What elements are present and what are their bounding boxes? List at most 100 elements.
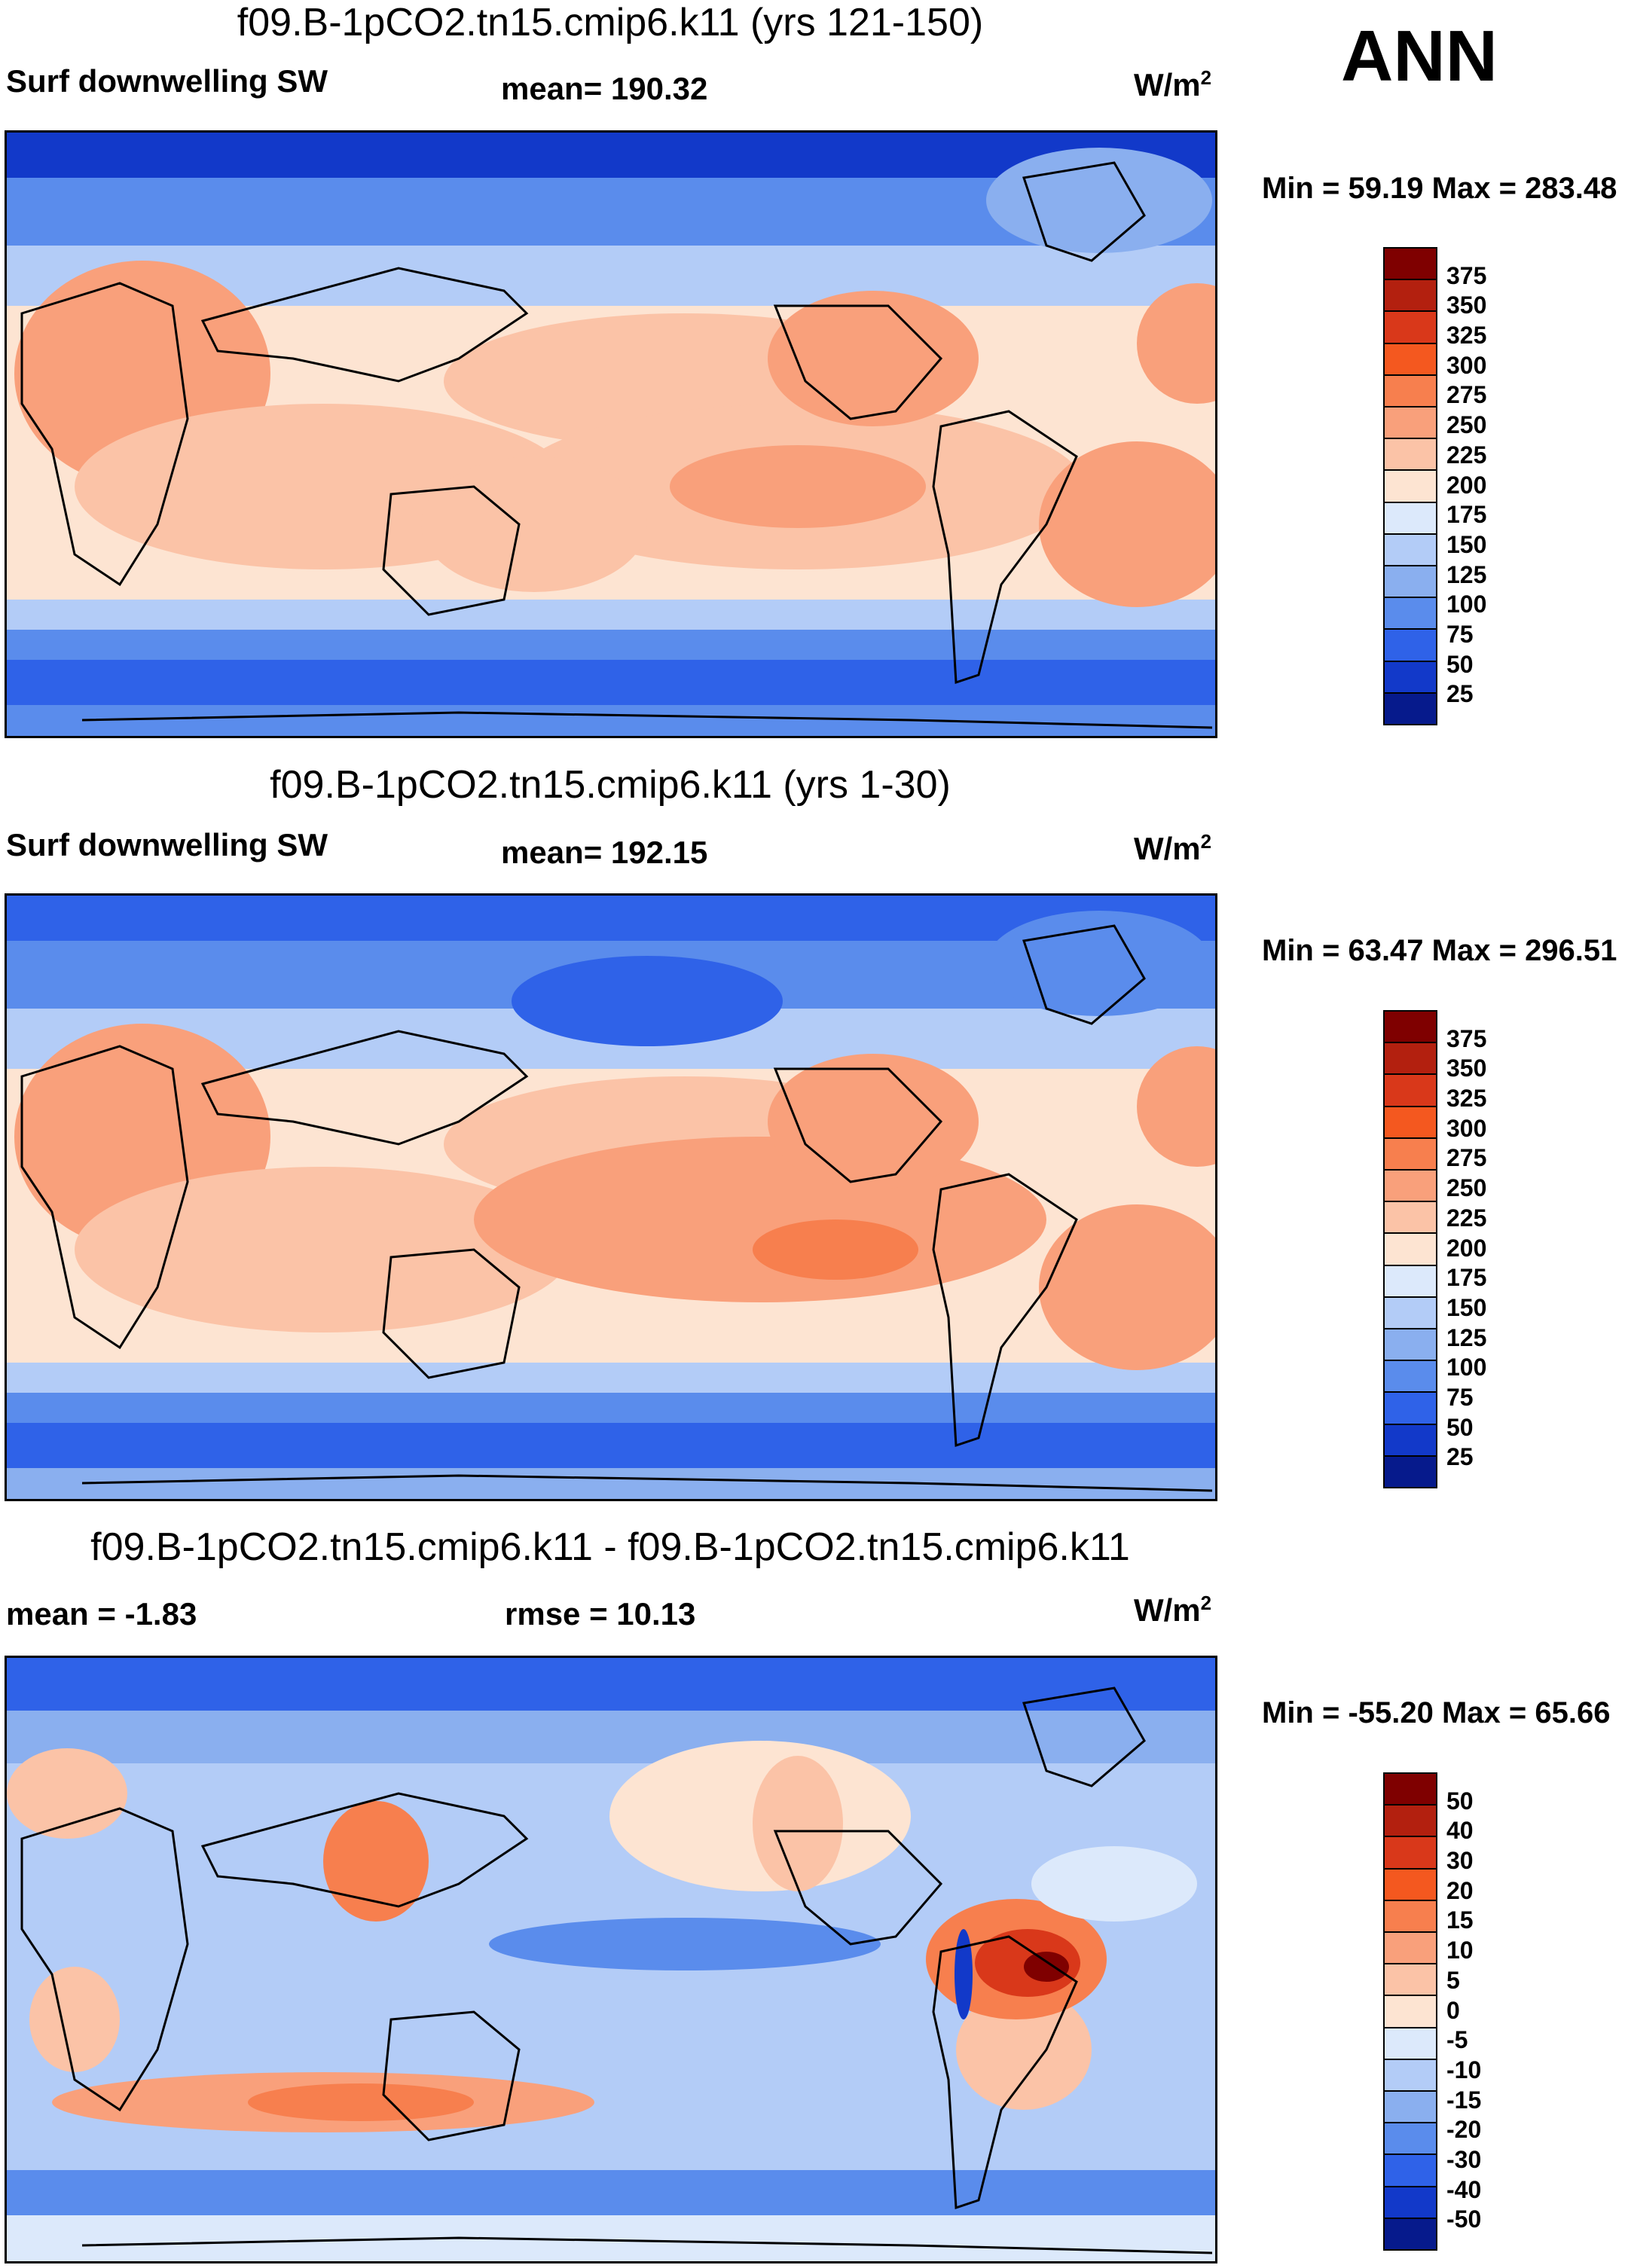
panel-3-units: W/m2 bbox=[1134, 1592, 1212, 1628]
colorbar-box bbox=[1385, 408, 1436, 440]
colorbar-box bbox=[1385, 693, 1436, 725]
colorbar-tick-label: -5 bbox=[1446, 2026, 1468, 2054]
colorbar-box bbox=[1385, 1107, 1436, 1139]
panel-1-map-svg bbox=[7, 133, 1215, 736]
colorbar-box bbox=[1385, 1043, 1436, 1076]
colorbar-tick-label: 5 bbox=[1446, 1966, 1460, 1994]
colorbar-box bbox=[1385, 1456, 1436, 1488]
colorbar-tick-label: 325 bbox=[1446, 1085, 1487, 1113]
colorbar-tick-label: -20 bbox=[1446, 2116, 1482, 2144]
panel-1-units: W/m2 bbox=[1134, 66, 1212, 102]
colorbar-tick-label: 25 bbox=[1446, 680, 1474, 708]
colorbar-tick-label: 100 bbox=[1446, 591, 1487, 618]
colorbar-box bbox=[1385, 1265, 1436, 1298]
colorbar-box bbox=[1385, 598, 1436, 630]
colorbar-tick-label: 150 bbox=[1446, 1293, 1487, 1321]
panel-3-map-svg bbox=[7, 1658, 1215, 2261]
colorbar-tick-label: 300 bbox=[1446, 1114, 1487, 1142]
colorbar-tick-label: -10 bbox=[1446, 2056, 1482, 2083]
colorbar-tick-label: 200 bbox=[1446, 471, 1487, 499]
colorbar-tick-label: 125 bbox=[1446, 1323, 1487, 1351]
colorbar-box bbox=[1385, 1996, 1436, 2028]
colorbar-tick-label: 0 bbox=[1446, 1996, 1460, 2024]
colorbar-tick-label: 20 bbox=[1446, 1876, 1474, 1904]
colorbar-box bbox=[1385, 1138, 1436, 1171]
colorbar-tick-label: 325 bbox=[1446, 322, 1487, 350]
colorbar-tick-label: 350 bbox=[1446, 292, 1487, 319]
colorbar-tick-label: 30 bbox=[1446, 1847, 1474, 1875]
colorbar-tick-label: 15 bbox=[1446, 1906, 1474, 1934]
panel-2-title: f09.B-1pCO2.tn15.cmip6.k11 (yrs 1-30) bbox=[270, 763, 951, 807]
colorbar-box bbox=[1385, 661, 1436, 694]
panel-1-map bbox=[5, 130, 1217, 738]
colorbar-tick-label: 225 bbox=[1446, 1204, 1487, 1232]
colorbar-box bbox=[1385, 2059, 1436, 2092]
colorbar-box bbox=[1385, 630, 1436, 662]
colorbar-box bbox=[1385, 1964, 1436, 1997]
panel-1-minmax: Min = 59.19 Max = 283.48 bbox=[1262, 172, 1617, 205]
colorbar-box bbox=[1385, 534, 1436, 567]
panel-3-minmax: Min = -55.20 Max = 65.66 bbox=[1262, 1696, 1611, 1729]
colorbar-box bbox=[1385, 280, 1436, 313]
colorbar-tick-label: 275 bbox=[1446, 381, 1487, 409]
colorbar-tick-label: 300 bbox=[1446, 351, 1487, 379]
colorbar-box bbox=[1385, 1900, 1436, 1934]
colorbar-tick-label: 200 bbox=[1446, 1234, 1487, 1262]
colorbar-tick-label: 175 bbox=[1446, 1264, 1487, 1292]
colorbar-box bbox=[1385, 566, 1436, 599]
colorbar-box bbox=[1385, 2155, 1436, 2187]
panel-3-colorbar bbox=[1383, 1772, 1437, 2251]
panel-2-colorbar bbox=[1383, 1010, 1437, 1488]
colorbar-box bbox=[1385, 2092, 1436, 2124]
panel-3-colorbar-labels: 50 40 30 20 15 10 5 0 -5 -10 -15 -20 -30 -40 -50 bbox=[1446, 1772, 1514, 2251]
colorbar-box bbox=[1385, 1361, 1436, 1393]
colorbar-tick-label: 125 bbox=[1446, 560, 1487, 588]
colorbar-tick-label: 100 bbox=[1446, 1354, 1487, 1381]
colorbar-tick-label: 75 bbox=[1446, 620, 1474, 648]
colorbar-tick-label: 50 bbox=[1446, 650, 1474, 678]
colorbar-tick-label: -30 bbox=[1446, 2145, 1482, 2173]
colorbar-tick-label: 150 bbox=[1446, 530, 1487, 558]
colorbar-box bbox=[1385, 1424, 1436, 1457]
panel-3-rmse-label: rmse = 10.13 bbox=[505, 1596, 696, 1632]
season-label: ANN bbox=[1341, 16, 1498, 96]
colorbar-box bbox=[1385, 249, 1436, 281]
panel-3-map bbox=[5, 1656, 1217, 2263]
colorbar-tick-label: 375 bbox=[1446, 261, 1487, 289]
colorbar-box bbox=[1385, 312, 1436, 344]
colorbar-tick-label: -15 bbox=[1446, 2086, 1482, 2114]
panel-3-mean-label: mean = -1.83 bbox=[6, 1596, 197, 1632]
colorbar-tick-label: 25 bbox=[1446, 1443, 1474, 1471]
colorbar-box bbox=[1385, 2028, 1436, 2060]
colorbar-box bbox=[1385, 1869, 1436, 1901]
colorbar-box bbox=[1385, 1234, 1436, 1266]
panel-1-title: f09.B-1pCO2.tn15.cmip6.k11 (yrs 121-150) bbox=[237, 1, 984, 44]
panel-2-minmax: Min = 63.47 Max = 296.51 bbox=[1262, 934, 1617, 967]
colorbar-tick-label: 250 bbox=[1446, 1174, 1487, 1202]
colorbar-tick-label: 250 bbox=[1446, 411, 1487, 439]
colorbar-tick-label: 40 bbox=[1446, 1817, 1474, 1845]
panel-1-variable-label: Surf downwelling SW bbox=[6, 63, 328, 99]
panel-2-mean-label: mean= 192.15 bbox=[501, 835, 708, 870]
colorbar-tick-label: -50 bbox=[1446, 2205, 1482, 2233]
colorbar-box bbox=[1385, 471, 1436, 503]
panel-2-map bbox=[5, 893, 1217, 1501]
colorbar-box bbox=[1385, 2187, 1436, 2219]
colorbar-tick-label: 75 bbox=[1446, 1383, 1474, 1411]
colorbar-box bbox=[1385, 1393, 1436, 1425]
colorbar-box bbox=[1385, 439, 1436, 472]
panel-1-colorbar-labels: 375 350 325 300 275 250 225 200 175 150 125 100 75 50… bbox=[1446, 247, 1514, 725]
colorbar-box bbox=[1385, 1329, 1436, 1362]
colorbar-tick-label: 50 bbox=[1446, 1413, 1474, 1441]
colorbar-box bbox=[1385, 1171, 1436, 1203]
panel-2-colorbar-labels: 375 350 325 300 275 250 225 200 175 150 125 100 75 50… bbox=[1446, 1010, 1514, 1488]
panel-1-colorbar bbox=[1383, 247, 1437, 725]
panel-2-units: W/m2 bbox=[1134, 830, 1212, 866]
colorbar-box bbox=[1385, 1202, 1436, 1235]
colorbar-box bbox=[1385, 1075, 1436, 1107]
colorbar-box bbox=[1385, 1012, 1436, 1044]
panel-2-variable-label: Surf downwelling SW bbox=[6, 827, 328, 862]
colorbar-box bbox=[1385, 2218, 1436, 2250]
colorbar-box bbox=[1385, 1774, 1436, 1806]
colorbar-box bbox=[1385, 502, 1436, 535]
